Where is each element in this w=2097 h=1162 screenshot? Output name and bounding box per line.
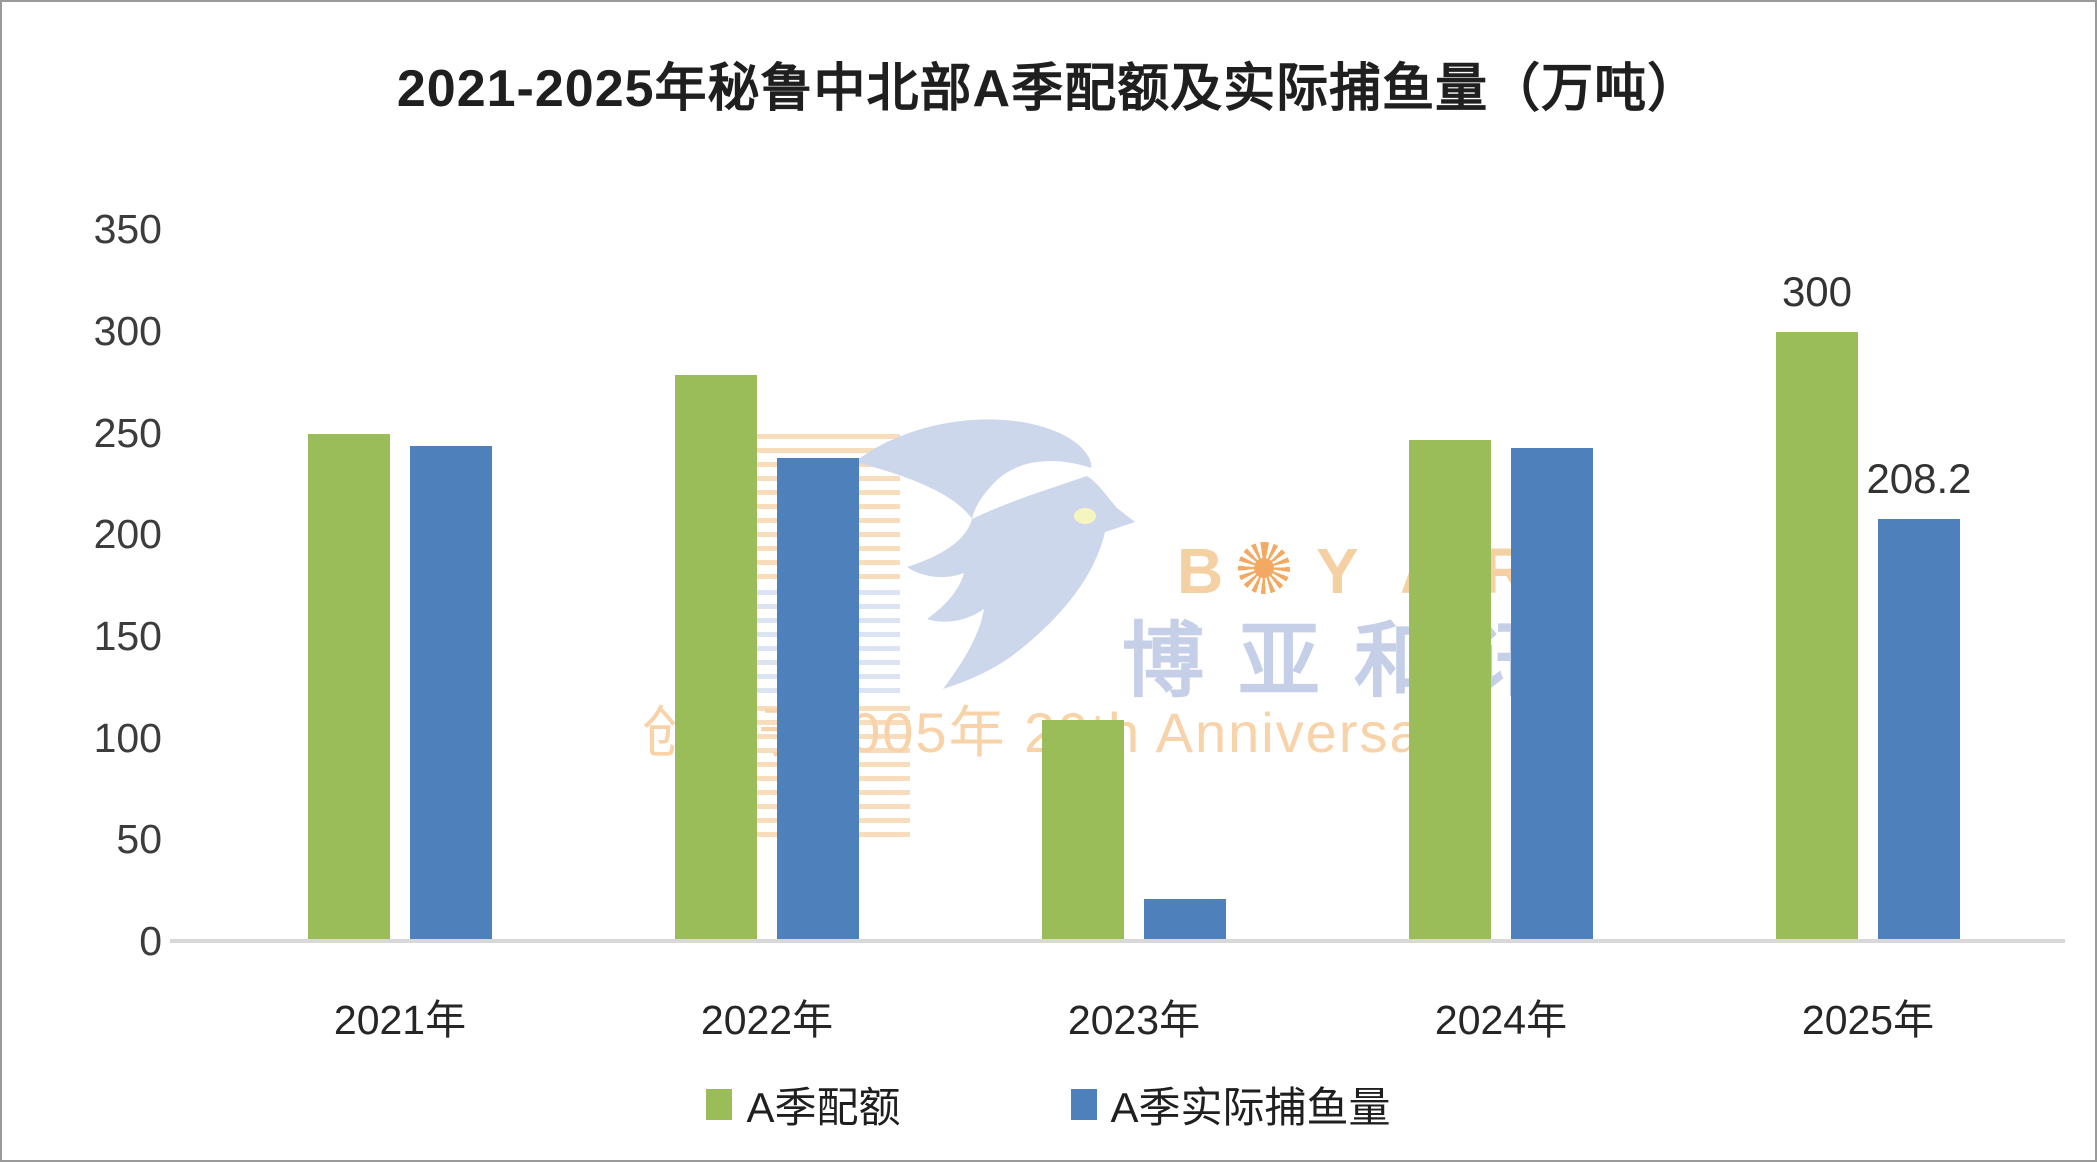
watermark-letter-b: B: [1177, 535, 1224, 607]
y-tick-label-350: 350: [93, 206, 162, 253]
legend-item-A季实际捕鱼量: A季实际捕鱼量: [1070, 1074, 1391, 1135]
x-axis-line: [170, 939, 2065, 943]
x-axis-label-2023年: 2023年: [1067, 997, 1201, 1043]
bar-A季配额-2022年: [675, 374, 757, 942]
bar-A季配额-2023年: [1042, 720, 1124, 942]
y-tick-label-250: 250: [93, 409, 162, 456]
chart-title: 2021-2025年秘鲁中北部A季配额及实际捕鱼量（万吨）: [396, 60, 1701, 118]
y-tick-label-200: 200: [93, 511, 162, 558]
legend-label: A季实际捕鱼量: [1110, 1084, 1391, 1131]
legend-item-A季配额: A季配额: [706, 1074, 901, 1135]
bar-A季配额-2021年: [308, 433, 390, 942]
legend-swatch: [1070, 1089, 1097, 1120]
legend-label: A季配额: [746, 1084, 901, 1131]
y-tick-label-0: 0: [139, 918, 162, 964]
bar-A季配额-2024年: [1409, 439, 1491, 942]
bar-A季实际捕鱼量-2023年: [1144, 899, 1226, 942]
y-tick-label-50: 50: [116, 816, 162, 863]
bar-A季实际捕鱼量-2025年: [1878, 518, 1960, 942]
bar-A季实际捕鱼量-2021年: [410, 445, 492, 942]
watermark-letter-y: Y: [1316, 535, 1359, 607]
legend: A季配额 A季实际捕鱼量: [2, 1074, 2095, 1135]
x-axis-label-2021年: 2021年: [333, 997, 467, 1043]
bird-eye: [1074, 508, 1096, 524]
data-label-300: 300: [1781, 268, 1853, 316]
x-axis-label-2024年: 2024年: [1434, 997, 1568, 1043]
bird-logo-icon: [855, 419, 1135, 689]
data-label-208.2: 208.2: [1866, 454, 1972, 502]
bar-A季实际捕鱼量-2024年: [1511, 447, 1593, 942]
y-tick-label-150: 150: [93, 613, 162, 660]
y-tick-label-100: 100: [93, 714, 162, 761]
bar-A季配额-2025年: [1776, 332, 1858, 942]
sun-icon: [1238, 542, 1290, 594]
x-axis-label-2022年: 2022年: [700, 997, 834, 1043]
bar-A季实际捕鱼量-2022年: [777, 458, 859, 942]
legend-swatch: [706, 1089, 733, 1120]
y-tick-label-300: 300: [93, 308, 162, 355]
x-axis-label-2025年: 2025年: [1801, 997, 1935, 1043]
